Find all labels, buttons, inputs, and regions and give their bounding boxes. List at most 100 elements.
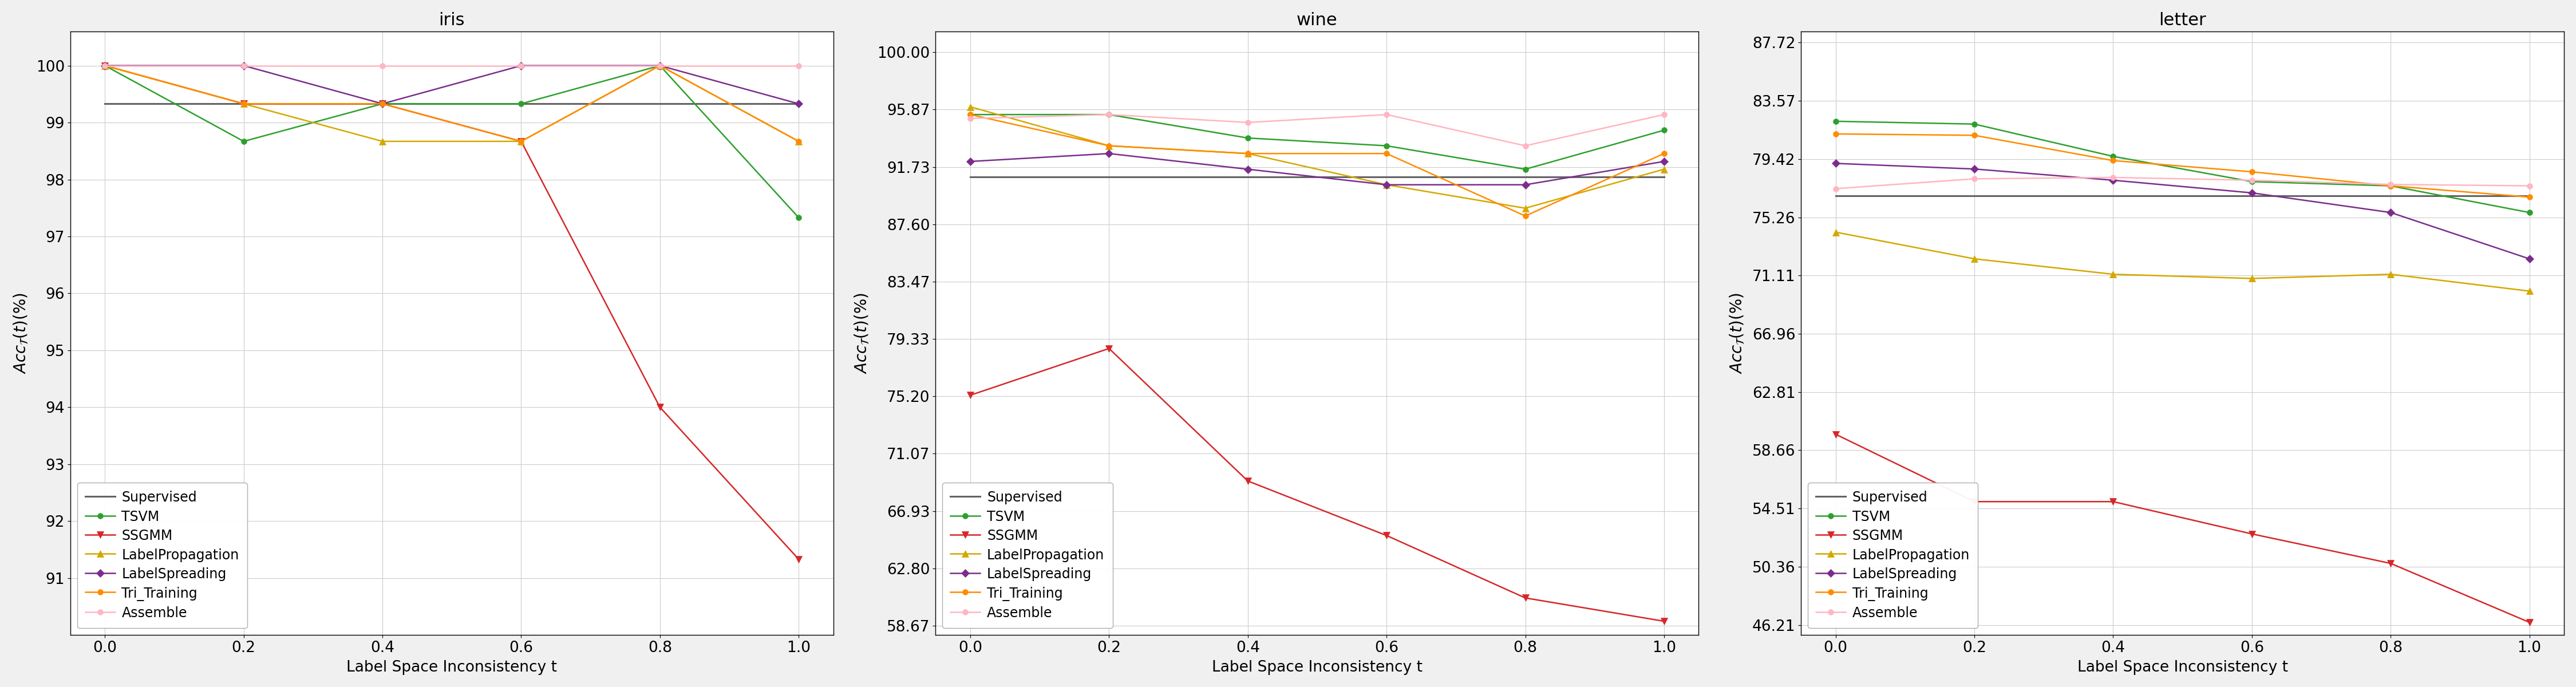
X-axis label: Label Space Inconsistency t: Label Space Inconsistency t bbox=[348, 660, 556, 675]
Tri_Training bbox=[90, 62, 121, 70]
LabelSpreading bbox=[1649, 157, 1680, 166]
TSVM bbox=[1095, 111, 1126, 119]
X-axis label: Label Space Inconsistency t: Label Space Inconsistency t bbox=[1211, 660, 1422, 675]
LabelSpreading bbox=[366, 100, 397, 108]
Assemble bbox=[1510, 142, 1540, 150]
TSVM bbox=[2097, 153, 2128, 161]
Line: LabelPropagation: LabelPropagation bbox=[966, 104, 1667, 212]
Supervised bbox=[2375, 192, 2406, 200]
SSGMM bbox=[2375, 559, 2406, 567]
SSGMM bbox=[1649, 617, 1680, 625]
Assemble bbox=[956, 114, 987, 122]
Line: Assemble: Assemble bbox=[969, 112, 1667, 148]
Line: LabelPropagation: LabelPropagation bbox=[103, 63, 801, 144]
Supervised bbox=[2236, 192, 2267, 200]
LabelSpreading bbox=[1095, 150, 1126, 158]
TSVM bbox=[505, 100, 536, 108]
LabelPropagation bbox=[366, 137, 397, 146]
LabelPropagation bbox=[1095, 142, 1126, 150]
LabelPropagation bbox=[229, 100, 260, 108]
Line: LabelSpreading: LabelSpreading bbox=[1834, 161, 2532, 262]
Y-axis label: $Acc_{\mathcal{T}}(t)(\%)$: $Acc_{\mathcal{T}}(t)(\%)$ bbox=[1728, 293, 1747, 374]
Supervised bbox=[956, 173, 987, 181]
Assemble bbox=[2097, 173, 2128, 181]
LabelSpreading bbox=[644, 62, 675, 70]
TSVM bbox=[956, 111, 987, 119]
X-axis label: Label Space Inconsistency t: Label Space Inconsistency t bbox=[2076, 660, 2287, 675]
Supervised bbox=[1821, 192, 1852, 200]
SSGMM bbox=[1095, 344, 1126, 352]
TSVM bbox=[1510, 165, 1540, 173]
LabelSpreading bbox=[2097, 176, 2128, 184]
Legend: Supervised, TSVM, SSGMM, LabelPropagation, LabelSpreading, Tri_Training, Assembl: Supervised, TSVM, SSGMM, LabelPropagatio… bbox=[1808, 483, 1978, 628]
Assemble bbox=[2514, 182, 2545, 190]
Tri_Training bbox=[229, 100, 260, 108]
TSVM bbox=[783, 214, 814, 222]
Assemble bbox=[2236, 176, 2267, 184]
TSVM bbox=[2375, 182, 2406, 190]
LabelPropagation bbox=[783, 137, 814, 146]
Line: LabelSpreading: LabelSpreading bbox=[103, 63, 801, 106]
Title: wine: wine bbox=[1296, 12, 1337, 29]
Supervised bbox=[90, 100, 121, 108]
Tri_Training bbox=[1231, 150, 1262, 158]
SSGMM bbox=[1231, 477, 1262, 485]
LabelPropagation bbox=[644, 62, 675, 70]
Tri_Training bbox=[505, 137, 536, 146]
Supervised bbox=[1231, 173, 1262, 181]
LabelSpreading bbox=[2514, 255, 2545, 263]
Title: iris: iris bbox=[438, 12, 464, 29]
Assemble bbox=[2375, 180, 2406, 188]
LabelPropagation bbox=[2097, 270, 2128, 278]
Tri_Training bbox=[783, 137, 814, 146]
Assemble bbox=[1649, 111, 1680, 119]
LabelSpreading bbox=[1231, 165, 1262, 173]
TSVM bbox=[2236, 177, 2267, 185]
Supervised bbox=[2097, 192, 2128, 200]
LabelSpreading bbox=[2375, 208, 2406, 216]
SSGMM bbox=[1370, 531, 1401, 539]
Assemble bbox=[1231, 118, 1262, 126]
SSGMM bbox=[229, 100, 260, 108]
Assemble bbox=[366, 62, 397, 70]
SSGMM bbox=[2097, 497, 2128, 506]
Tri_Training bbox=[2375, 182, 2406, 190]
Supervised bbox=[1095, 173, 1126, 181]
SSGMM bbox=[366, 100, 397, 108]
Tri_Training bbox=[366, 100, 397, 108]
LabelSpreading bbox=[956, 157, 987, 166]
TSVM bbox=[1370, 142, 1401, 150]
SSGMM bbox=[505, 137, 536, 146]
Assemble bbox=[783, 62, 814, 70]
Line: Tri_Training: Tri_Training bbox=[969, 112, 1667, 218]
SSGMM bbox=[644, 403, 675, 412]
Title: letter: letter bbox=[2159, 12, 2205, 29]
Supervised bbox=[783, 100, 814, 108]
SSGMM bbox=[90, 62, 121, 70]
LabelPropagation bbox=[1649, 165, 1680, 173]
Assemble bbox=[1370, 111, 1401, 119]
LabelSpreading bbox=[783, 100, 814, 108]
TSVM bbox=[644, 62, 675, 70]
TSVM bbox=[229, 137, 260, 146]
Line: SSGMM: SSGMM bbox=[1832, 431, 2532, 626]
Supervised bbox=[644, 100, 675, 108]
TSVM bbox=[1649, 126, 1680, 135]
Supervised bbox=[1510, 173, 1540, 181]
LabelPropagation bbox=[505, 137, 536, 146]
Tri_Training bbox=[2236, 168, 2267, 176]
Assemble bbox=[229, 62, 260, 70]
Assemble bbox=[90, 62, 121, 70]
Supervised bbox=[1649, 173, 1680, 181]
Tri_Training bbox=[956, 111, 987, 119]
Line: TSVM: TSVM bbox=[103, 63, 801, 221]
Tri_Training bbox=[2097, 157, 2128, 165]
SSGMM bbox=[783, 555, 814, 563]
TSVM bbox=[2514, 208, 2545, 216]
Legend: Supervised, TSVM, SSGMM, LabelPropagation, LabelSpreading, Tri_Training, Assembl: Supervised, TSVM, SSGMM, LabelPropagatio… bbox=[77, 483, 247, 628]
Line: TSVM: TSVM bbox=[969, 112, 1667, 172]
LabelSpreading bbox=[1958, 165, 1989, 173]
TSVM bbox=[1821, 117, 1852, 126]
Supervised bbox=[1370, 173, 1401, 181]
Line: SSGMM: SSGMM bbox=[103, 63, 801, 563]
